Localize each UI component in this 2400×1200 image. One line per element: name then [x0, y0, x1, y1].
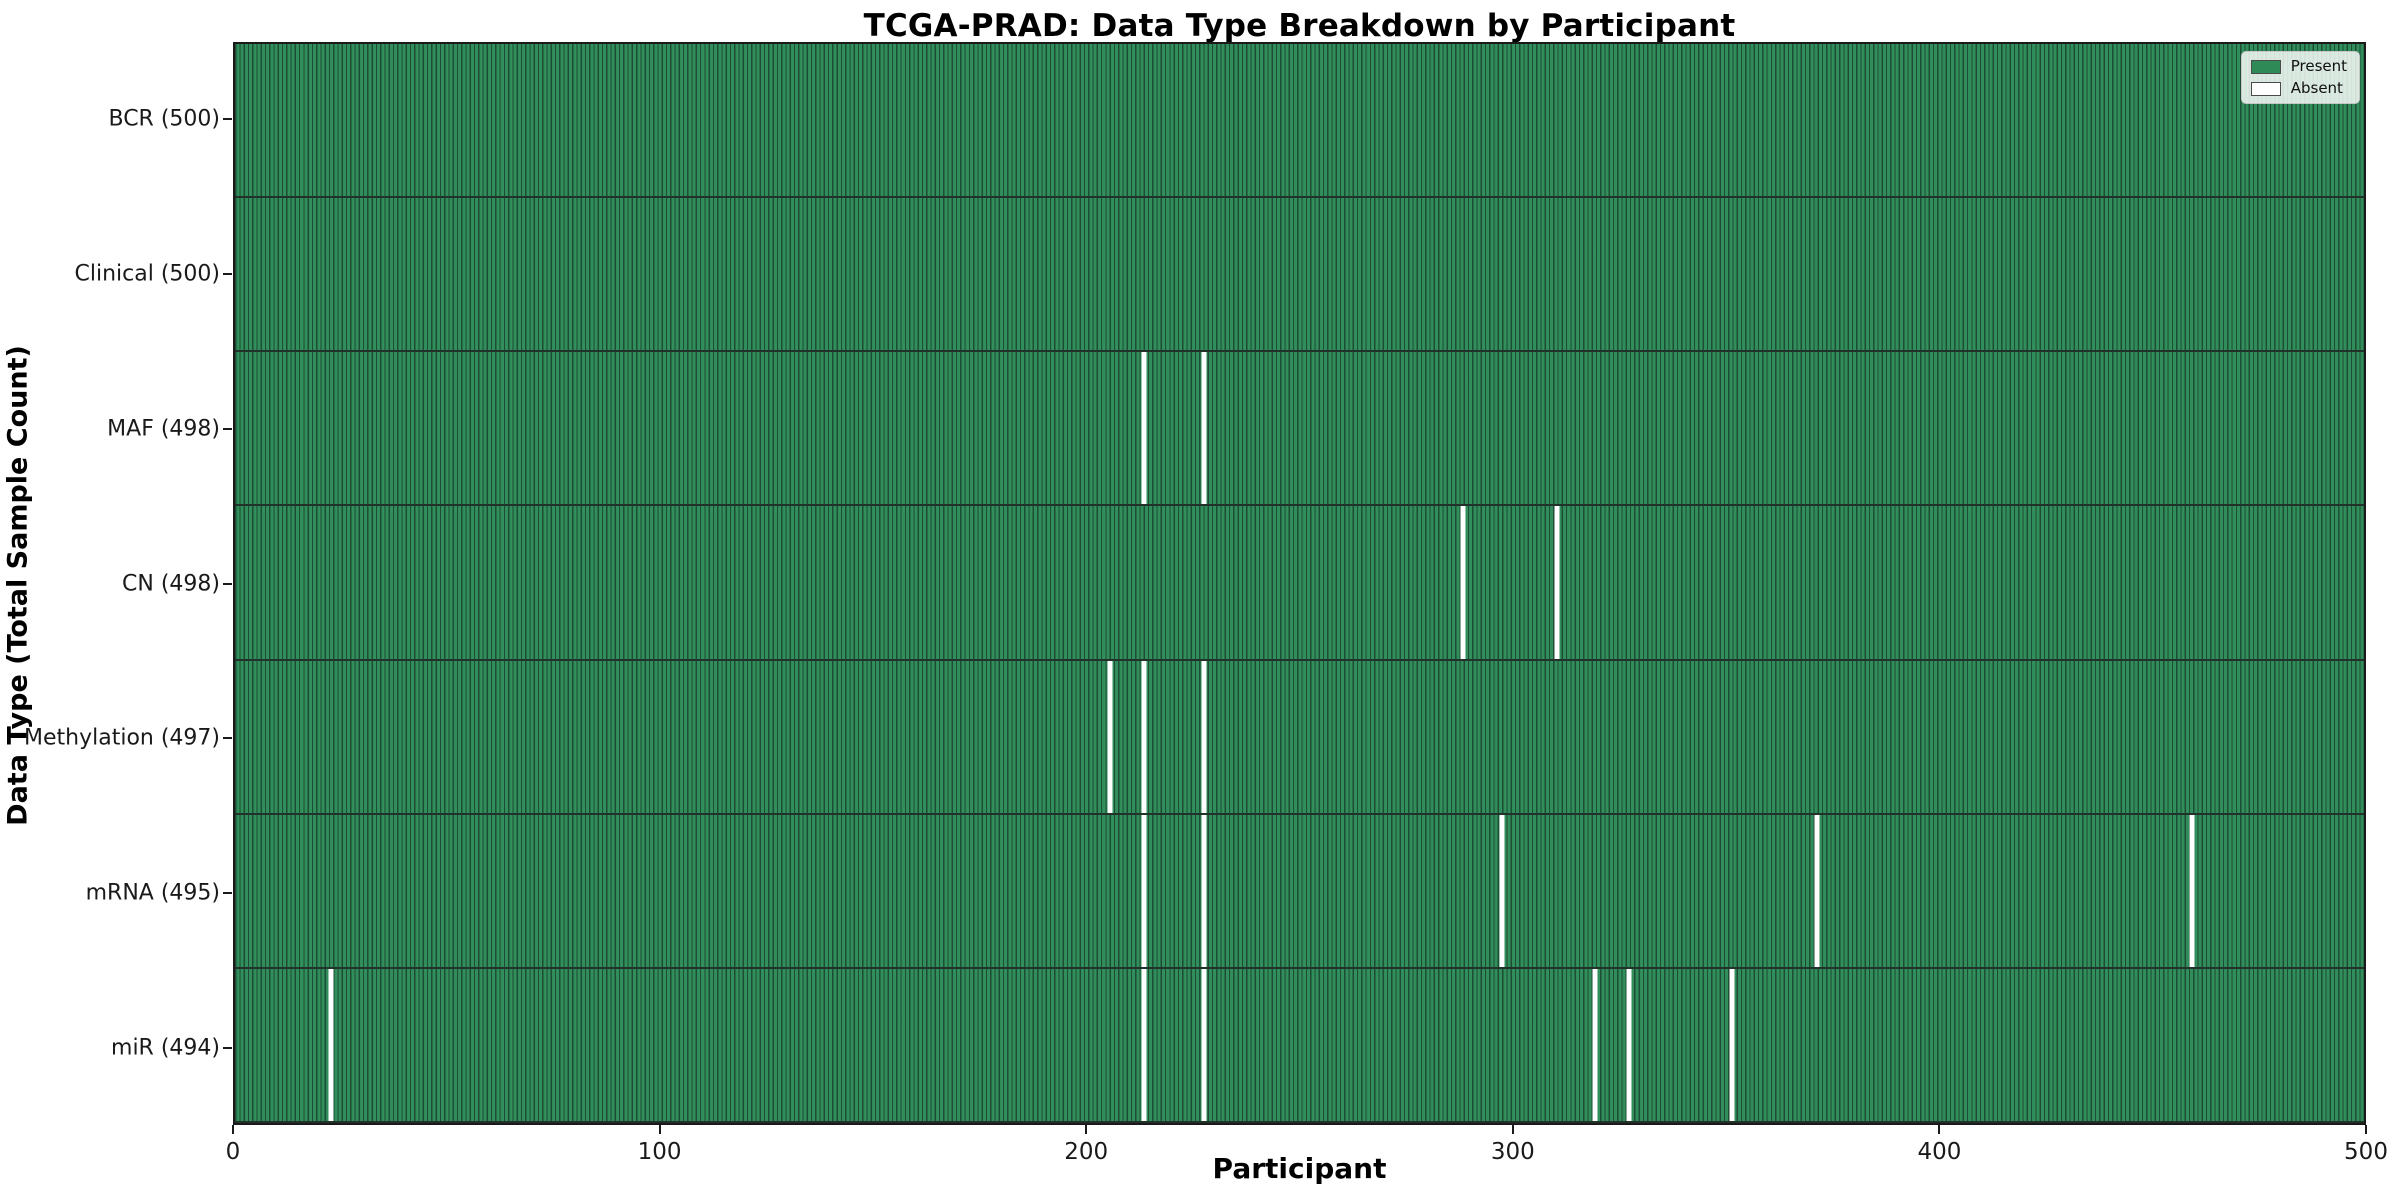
x-tick-mark [232, 1125, 234, 1134]
legend-entry-present: Present [2250, 57, 2347, 75]
x-tick-label: 0 [225, 1139, 241, 1165]
x-tick-label: 300 [1490, 1139, 1535, 1165]
y-tick-mark [223, 273, 232, 276]
absent-gap [1499, 814, 1505, 967]
row-clinical [235, 198, 2364, 353]
row-methylation [235, 660, 2364, 815]
legend: Present Absent [2240, 51, 2360, 104]
y-tick-label: mRNA (495) [85, 880, 220, 906]
absent-gap [1141, 814, 1147, 967]
y-tick-mark [223, 891, 232, 894]
absent-gap [1814, 814, 1820, 967]
absent-gap [1554, 506, 1560, 659]
x-axis-label: Participant [1212, 1152, 1387, 1185]
absent-gap [1141, 352, 1147, 505]
y-tick-label: CN (498) [122, 571, 220, 596]
absent-gap [1141, 660, 1147, 813]
y-tick-mark [223, 427, 232, 430]
absent-gap [2189, 814, 2195, 967]
absent-gap [1201, 660, 1207, 813]
x-tick-mark [658, 1125, 661, 1134]
absent-gap [1107, 660, 1113, 813]
row-mrna [235, 814, 2364, 969]
y-tick-label: Clinical (500) [74, 261, 220, 287]
y-tick-mark [223, 118, 232, 121]
x-tick-mark [1511, 1125, 1514, 1134]
x-tick-label: 500 [2344, 1139, 2388, 1165]
x-tick-mark [2365, 1125, 2367, 1134]
absent-gap [1201, 352, 1207, 505]
y-tick-label: Methylation (497) [24, 725, 220, 751]
x-tick-label: 100 [637, 1139, 682, 1165]
y-tick-label: MAF (498) [107, 416, 220, 442]
x-tick-label: 200 [1064, 1139, 1109, 1165]
legend-label: Present [2290, 57, 2347, 75]
absent-gap [1201, 814, 1207, 967]
legend-label: Absent [2290, 79, 2343, 97]
chart-title: TCGA-PRAD: Data Type Breakdown by Partic… [863, 8, 1736, 44]
y-tick-label: BCR (500) [108, 106, 220, 132]
absent-gap [1592, 968, 1598, 1121]
y-tick-mark [223, 582, 232, 585]
absent-gap [1460, 506, 1466, 659]
y-tick-mark [223, 737, 232, 740]
absent-gap [1201, 968, 1207, 1121]
x-tick-mark [1938, 1125, 1941, 1134]
row-cn [235, 506, 2364, 661]
row-maf [235, 352, 2364, 507]
legend-swatch-absent [2250, 81, 2281, 96]
absent-gap [328, 968, 334, 1121]
legend-swatch-present [2250, 59, 2281, 74]
legend-entry-absent: Absent [2250, 79, 2347, 97]
row-mir [235, 968, 2364, 1123]
x-tick-mark [1085, 1125, 1088, 1134]
plot-area: Present Absent [233, 42, 2366, 1125]
x-tick-label: 400 [1917, 1139, 1962, 1165]
y-tick-label: miR (494) [111, 1035, 220, 1061]
y-tick-mark [223, 1046, 232, 1049]
absent-gap [1626, 968, 1632, 1121]
absent-gap [1141, 968, 1147, 1121]
absent-gap [1729, 968, 1735, 1121]
row-bcr [235, 44, 2364, 199]
